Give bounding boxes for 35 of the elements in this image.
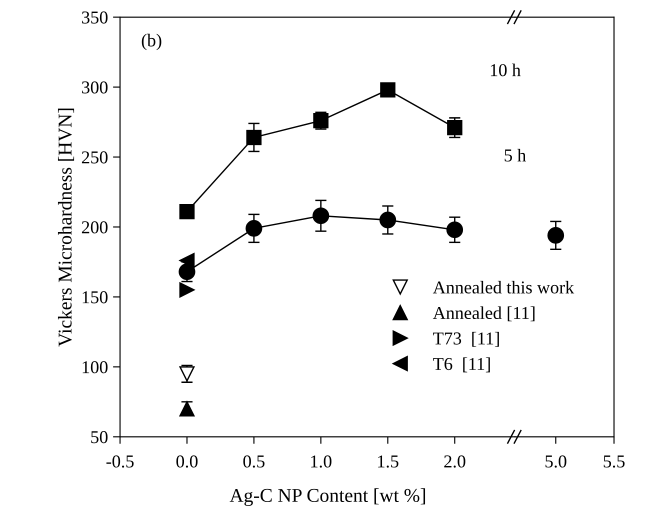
x-tick-label: 0.5 — [243, 455, 264, 468]
annotation: 5 h — [504, 148, 526, 162]
legend-label: T73 [11] — [433, 332, 499, 347]
x-tick-label: 2.0 — [444, 455, 466, 468]
point — [447, 120, 462, 136]
point — [446, 221, 464, 238]
x-tick-label: 1.0 — [311, 455, 332, 468]
point — [246, 220, 262, 237]
legend-label: Annealed this work — [432, 280, 574, 294]
x-tick-label: 0.0 — [176, 455, 198, 468]
y-tick-label: 200 — [82, 221, 108, 234]
point — [246, 130, 262, 146]
point — [179, 204, 195, 220]
x-tick-label: 5.0 — [546, 455, 566, 468]
annotation: (b) — [142, 34, 162, 50]
y-tick-label: 350 — [82, 11, 108, 24]
annotation: 10 h — [490, 64, 521, 76]
point — [312, 207, 330, 224]
y-tick-label: 100 — [82, 361, 108, 374]
point — [179, 401, 195, 416]
legend-label: Annealed [11] — [432, 306, 534, 322]
point — [179, 282, 195, 298]
x-tick-label: 5.5 — [604, 456, 625, 468]
point — [179, 252, 195, 268]
x-axis-title: Ag-C NP Content [wt %] — [230, 488, 426, 506]
x-tick-label: -0.5 — [106, 455, 134, 468]
legend-label: T6 [11] — [433, 357, 490, 372]
y-tick-label: 250 — [82, 151, 108, 164]
point — [379, 212, 396, 228]
point — [380, 82, 396, 98]
y-axis-title: Vickers Microhardness [HVN] — [58, 108, 74, 347]
y-tick-label: 300 — [82, 81, 108, 94]
x-tick-label: 1.5 — [378, 455, 398, 468]
y-tick-label: 50 — [91, 431, 108, 444]
y-tick-label: 150 — [82, 291, 108, 304]
